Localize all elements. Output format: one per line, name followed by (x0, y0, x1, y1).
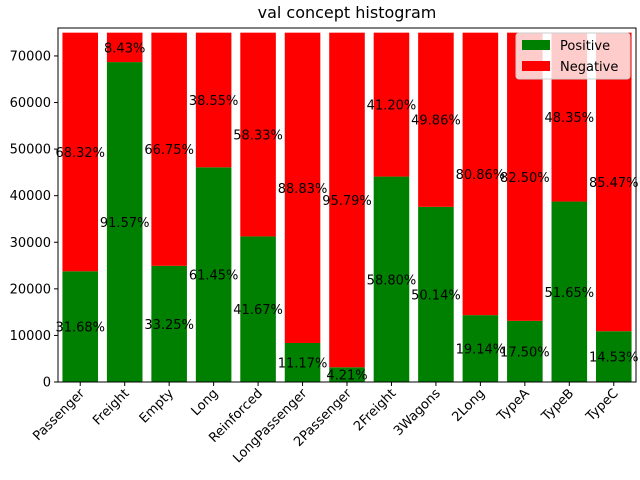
bar-label-positive-freight: 91.57% (100, 216, 150, 231)
bar-positive-typeb (551, 201, 588, 382)
bar-label-negative-3wagons: 49.86% (411, 114, 461, 129)
bar-label-negative-typec: 85.47% (589, 176, 639, 191)
bar-label-negative-2long: 80.86% (456, 168, 506, 183)
x-tick-label-empty: Empty (137, 386, 177, 426)
bar-label-positive-typeb: 51.65% (545, 286, 595, 301)
bar-label-positive-2passenger: 4.21% (326, 369, 367, 384)
bar-label-negative-longpassenger: 88.83% (278, 182, 328, 197)
bar-positive-3wagons (418, 206, 454, 382)
bar-label-positive-reinforced: 41.67% (233, 303, 283, 318)
y-tick-label: 30000 (10, 236, 51, 251)
bar-label-negative-passenger: 68.32% (55, 146, 105, 161)
bar-negative-typea (507, 32, 543, 321)
legend: Positive Negative (515, 32, 631, 80)
bar-label-negative-typea: 82.50% (500, 171, 550, 186)
bar-label-positive-empty: 33.25% (144, 318, 194, 333)
bar-positive-2long (462, 315, 499, 382)
y-tick-label: 50000 (10, 143, 51, 158)
y-tick-label: 20000 (10, 282, 51, 297)
bar-positive-passenger (62, 271, 99, 382)
x-tick-label-3wagons: 3Wagons (391, 386, 444, 439)
y-tick-label: 70000 (10, 49, 51, 64)
bar-label-negative-typeb: 48.35% (545, 111, 595, 126)
bar-negative-empty (151, 32, 187, 266)
bar-positive-long (195, 167, 232, 382)
x-tick-label-typec: TypeC (583, 386, 622, 425)
x-tick-label-typea: TypeA (494, 386, 533, 425)
y-tick-label: 60000 (10, 96, 51, 111)
x-tick-label-long: Long (189, 386, 222, 419)
bar-label-positive-3wagons: 50.14% (411, 288, 461, 303)
legend-swatch-negative (522, 61, 550, 71)
bar-label-negative-2passenger: 95.79% (322, 194, 372, 209)
bar-positive-empty (151, 265, 187, 382)
bar-positive-typea (507, 320, 543, 382)
bar-label-positive-longpassenger: 11.17% (278, 356, 328, 371)
bar-label-negative-freight: 8.43% (104, 41, 145, 56)
legend-label-negative: Negative (560, 60, 618, 75)
bar-negative-reinforced (240, 32, 276, 237)
bar-positive-freight (106, 62, 143, 383)
bar-label-negative-2freight: 41.20% (367, 99, 417, 114)
bar-negative-2freight (373, 32, 410, 177)
x-tick-label-passenger: Passenger (30, 386, 88, 444)
legend-label-positive: Positive (560, 39, 610, 54)
bar-negative-freight (106, 32, 143, 63)
bar-positive-2freight (373, 176, 410, 382)
bar-positive-reinforced (240, 236, 276, 382)
bar-negative-typec (595, 32, 632, 332)
x-tick-label-2long: 2Long (450, 386, 489, 425)
bar-negative-long (195, 32, 232, 168)
bar-positive-longpassenger (284, 342, 321, 382)
bar-positive-2passenger (329, 367, 365, 382)
bar-label-negative-reinforced: 58.33% (233, 129, 283, 144)
bar-label-positive-passenger: 31.68% (55, 321, 105, 336)
bar-label-positive-typec: 14.53% (589, 351, 639, 366)
bar-label-positive-typea: 17.50% (500, 345, 550, 360)
bar-label-negative-long: 38.55% (189, 94, 239, 109)
bar-negative-longpassenger (284, 32, 321, 343)
legend-swatch-positive (522, 40, 550, 50)
bar-negative-passenger (62, 32, 99, 272)
bar-label-positive-2long: 19.14% (456, 343, 506, 358)
bar-negative-2passenger (329, 32, 365, 368)
bar-negative-3wagons (418, 32, 454, 207)
y-tick-label: 0 (43, 376, 51, 391)
plot-area: 31.68% 68.32% 91.57% 8.43% 33.25% 66.75% 61.45… (10, 27, 639, 466)
bar-label-positive-2freight: 58.80% (367, 273, 417, 288)
x-tick-label-typeb: TypeB (538, 386, 577, 425)
bar-label-positive-long: 61.45% (189, 269, 239, 284)
bar-positive-typec (595, 331, 632, 382)
chart-title: val concept histogram (258, 3, 437, 22)
bar-negative-2long (462, 32, 499, 316)
bar-label-negative-empty: 66.75% (144, 143, 194, 158)
y-tick-label: 40000 (10, 189, 51, 204)
y-tick-label: 10000 (10, 329, 51, 344)
x-tick-label-freight: Freight (90, 386, 132, 428)
